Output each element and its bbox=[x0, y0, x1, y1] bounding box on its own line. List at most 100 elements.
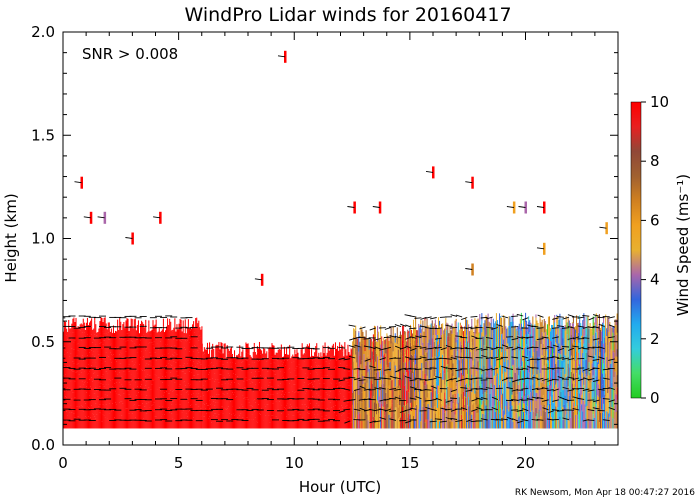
speed-cell bbox=[420, 372, 422, 393]
speed-cell bbox=[226, 408, 228, 429]
speed-cell bbox=[399, 388, 401, 406]
wind-arrow bbox=[389, 387, 397, 391]
speed-cell bbox=[541, 355, 543, 365]
speed-cell bbox=[83, 332, 85, 350]
speed-cell bbox=[123, 393, 125, 413]
speed-cell bbox=[75, 391, 77, 416]
speed-cell bbox=[170, 390, 172, 414]
speed-cell bbox=[560, 354, 562, 372]
speed-cell bbox=[459, 375, 461, 387]
speed-cell bbox=[615, 363, 617, 381]
speed-cell bbox=[154, 324, 156, 328]
wind-arrow bbox=[511, 356, 519, 359]
wind-arrow bbox=[557, 347, 565, 351]
speed-cell bbox=[352, 369, 354, 393]
wind-arrow bbox=[395, 369, 402, 373]
speed-cell bbox=[331, 367, 333, 380]
speed-cell bbox=[440, 339, 442, 349]
speed-cell bbox=[539, 373, 541, 390]
speed-cell bbox=[417, 388, 419, 413]
speed-cell bbox=[436, 341, 438, 357]
speed-cell bbox=[447, 336, 449, 346]
speed-cell bbox=[158, 377, 160, 388]
speed-cell bbox=[181, 390, 183, 413]
speed-cell bbox=[142, 323, 144, 337]
wind-arrow bbox=[572, 377, 580, 381]
wind-arrow bbox=[374, 387, 381, 390]
speed-cell bbox=[281, 410, 283, 429]
speed-cell bbox=[570, 397, 572, 410]
speed-cell bbox=[392, 396, 394, 419]
speed-cell bbox=[476, 370, 478, 381]
speed-cell bbox=[308, 358, 310, 384]
speed-cell bbox=[147, 333, 149, 351]
speed-cell bbox=[437, 375, 440, 386]
wind-arrow bbox=[450, 356, 458, 360]
speed-cell bbox=[81, 369, 83, 382]
speed-cell bbox=[224, 408, 226, 429]
wind-arrow bbox=[343, 388, 351, 391]
speed-cell bbox=[327, 346, 329, 367]
speed-cell bbox=[177, 329, 179, 339]
speed-cell bbox=[185, 401, 187, 414]
speed-cell bbox=[472, 388, 474, 405]
speed-cell bbox=[271, 386, 273, 400]
speed-cell bbox=[296, 407, 298, 421]
speed-cell bbox=[255, 421, 257, 429]
speed-cell bbox=[557, 407, 559, 429]
speed-cell bbox=[281, 391, 283, 411]
speed-cell bbox=[427, 392, 429, 405]
speed-cell bbox=[357, 402, 359, 415]
speed-cell bbox=[164, 401, 167, 410]
speed-cell bbox=[495, 342, 497, 355]
speed-cell bbox=[436, 385, 438, 395]
footer-credit: RK Newsom, Mon Apr 18 00:47:27 2016 bbox=[515, 488, 695, 498]
speed-cell bbox=[543, 384, 545, 405]
speed-cell bbox=[183, 373, 185, 382]
speed-cell bbox=[373, 337, 375, 361]
speed-cell bbox=[480, 400, 482, 408]
speed-cell bbox=[99, 367, 101, 387]
speed-cell bbox=[590, 346, 592, 361]
speed-cell bbox=[254, 371, 256, 385]
speed-cell bbox=[546, 405, 548, 429]
speed-cell bbox=[291, 362, 293, 381]
speed-cell bbox=[518, 391, 520, 403]
speed-cell bbox=[175, 334, 177, 354]
speed-cell bbox=[505, 406, 507, 429]
speed-cell bbox=[263, 398, 265, 421]
speed-cell bbox=[156, 332, 158, 344]
speed-cell bbox=[78, 406, 80, 429]
speed-cell bbox=[330, 375, 332, 384]
speed-cell bbox=[276, 360, 278, 370]
speed-cell bbox=[359, 413, 361, 429]
speed-cell bbox=[362, 384, 364, 409]
speed-cell bbox=[286, 416, 288, 429]
speed-cell bbox=[506, 337, 508, 348]
speed-cell bbox=[593, 401, 595, 418]
wind-arrow bbox=[353, 377, 361, 381]
speed-cell bbox=[324, 342, 326, 345]
wind-arrow bbox=[374, 338, 381, 341]
speed-cell bbox=[248, 402, 250, 420]
speed-cell bbox=[529, 372, 531, 390]
speed-cell bbox=[495, 376, 497, 389]
wind-arrow bbox=[568, 347, 575, 351]
speed-cell bbox=[519, 364, 521, 371]
speed-cell bbox=[508, 411, 510, 429]
wind-arrow bbox=[384, 408, 392, 412]
speed-cell bbox=[243, 398, 245, 416]
speed-cell bbox=[227, 406, 229, 429]
speed-cell bbox=[219, 420, 221, 429]
speed-cell bbox=[278, 348, 280, 359]
speed-cell bbox=[260, 349, 262, 355]
speed-cell bbox=[535, 392, 537, 401]
speed-cell bbox=[159, 390, 161, 410]
wind-arrow bbox=[405, 345, 412, 349]
speed-cell bbox=[553, 369, 555, 380]
wind-arrow bbox=[430, 317, 437, 320]
speed-cell bbox=[63, 362, 65, 376]
speed-cell bbox=[347, 417, 349, 429]
speed-cell bbox=[407, 329, 409, 332]
speed-cell bbox=[483, 365, 485, 389]
